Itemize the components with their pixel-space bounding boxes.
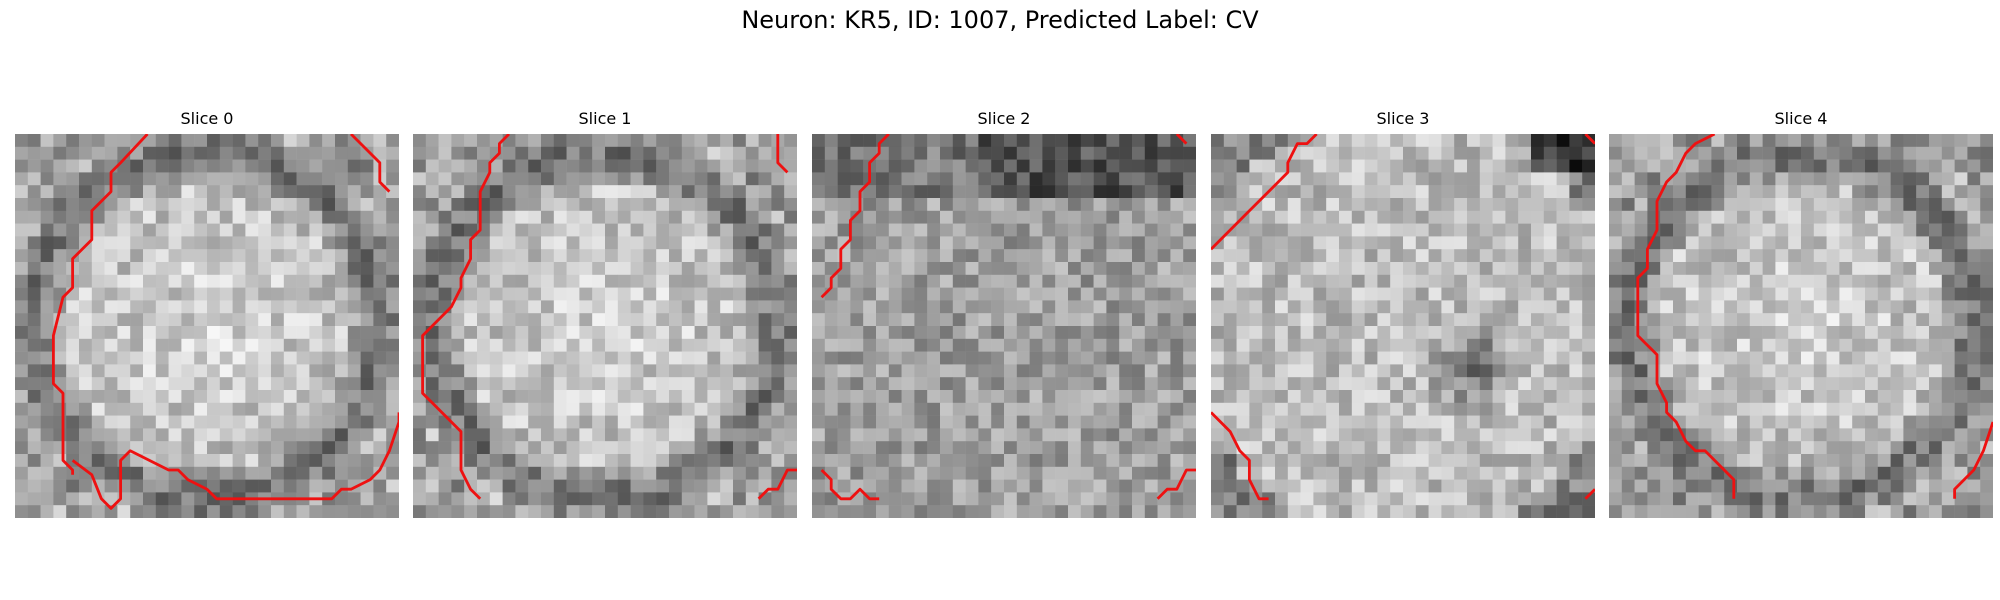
segmentation-contour [350,134,391,193]
segmentation-contour [1211,134,1318,251]
segmentation-contour [820,469,880,501]
slice-title: Slice 0 [180,109,234,128]
segmentation-contour [757,468,797,500]
slice-title: Slice 1 [578,109,632,128]
slice-title: Slice 4 [1774,109,1828,128]
segmentation-contour [71,412,399,510]
slice-image [1609,134,1993,518]
slice-image [413,134,797,518]
slice-image [15,134,399,518]
slice-title: Slice 3 [1376,109,1430,128]
segmentation-contour [776,134,789,174]
segmentation-contour [421,134,510,500]
segmentation-contour [51,134,149,475]
slice-title: Slice 2 [977,109,1031,128]
segmentation-contour [1953,421,1993,499]
slice-image [1211,134,1595,518]
segmentation-contour [1584,134,1595,145]
slice-image [812,134,1196,518]
segmentation-contour [1211,411,1269,501]
segmentation-contour [1584,488,1595,500]
segmentation-contour [1636,134,1736,499]
segmentation-contour [1156,468,1196,500]
figure-title: Neuron: KR5, ID: 1007, Predicted Label: … [741,6,1259,34]
segmentation-contour [1175,134,1188,145]
segmentation-contour [820,134,890,299]
